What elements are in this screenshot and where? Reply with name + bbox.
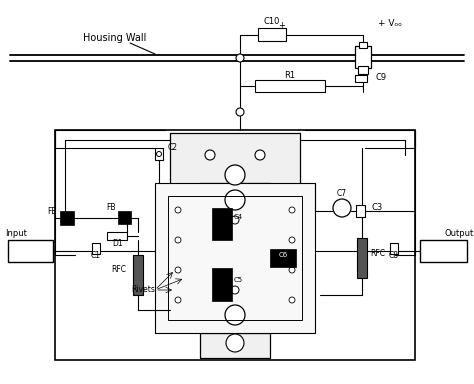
Bar (358, 66, 368, 74)
Text: C6: C6 (278, 252, 288, 258)
Bar (258, 28, 286, 41)
Circle shape (333, 199, 351, 217)
Text: C3: C3 (372, 202, 383, 212)
Text: +: + (279, 20, 285, 30)
Bar (420, 240, 467, 262)
Circle shape (225, 190, 245, 210)
Bar (8, 240, 53, 262)
Circle shape (175, 237, 181, 243)
Bar (356, 205, 365, 217)
Circle shape (289, 267, 295, 273)
Circle shape (289, 237, 295, 243)
Bar (155, 148, 163, 160)
Bar (390, 243, 398, 254)
Circle shape (175, 297, 181, 303)
Circle shape (289, 297, 295, 303)
Circle shape (231, 286, 239, 294)
Circle shape (156, 152, 162, 157)
Circle shape (225, 305, 245, 325)
Circle shape (175, 267, 181, 273)
Text: C10: C10 (264, 17, 280, 25)
Bar (357, 238, 367, 278)
Text: C5: C5 (234, 277, 243, 283)
Bar (270, 249, 296, 267)
Text: RFC: RFC (111, 265, 126, 275)
Bar (212, 208, 232, 240)
Bar (355, 75, 367, 82)
Text: C8: C8 (389, 252, 399, 260)
Text: C4: C4 (234, 214, 243, 220)
Text: RFC: RFC (370, 248, 385, 258)
Text: + Vₒₒ: + Vₒₒ (378, 20, 402, 28)
Bar (200, 183, 270, 333)
Bar (212, 268, 232, 301)
Circle shape (231, 216, 239, 224)
Circle shape (289, 207, 295, 213)
Bar (55, 130, 415, 360)
Bar (359, 42, 367, 48)
Bar (155, 183, 315, 333)
Text: Input: Input (5, 230, 27, 238)
Bar (92, 243, 100, 254)
Circle shape (175, 207, 181, 213)
Bar (255, 80, 325, 92)
Bar (170, 133, 300, 188)
Text: Output: Output (445, 230, 474, 238)
Circle shape (205, 150, 215, 160)
Circle shape (226, 334, 244, 352)
Bar (60, 211, 74, 225)
Circle shape (236, 108, 244, 116)
Bar (133, 255, 143, 295)
Bar (355, 46, 371, 68)
Bar (107, 232, 127, 240)
Text: FB: FB (47, 207, 57, 215)
Text: C9: C9 (376, 73, 387, 81)
Text: D1: D1 (113, 238, 123, 248)
Bar (118, 211, 131, 224)
Text: C1: C1 (91, 252, 101, 260)
Text: FB: FB (107, 202, 116, 212)
Text: Rivets: Rivets (131, 285, 155, 295)
Circle shape (225, 165, 245, 185)
Bar (168, 196, 302, 320)
Text: C7: C7 (337, 189, 347, 199)
Text: C2: C2 (168, 144, 178, 152)
Circle shape (236, 54, 244, 62)
Text: Housing Wall: Housing Wall (83, 33, 146, 43)
Circle shape (255, 150, 265, 160)
Text: R1: R1 (284, 71, 296, 81)
Bar (200, 330, 270, 358)
Text: C6: C6 (278, 252, 288, 258)
